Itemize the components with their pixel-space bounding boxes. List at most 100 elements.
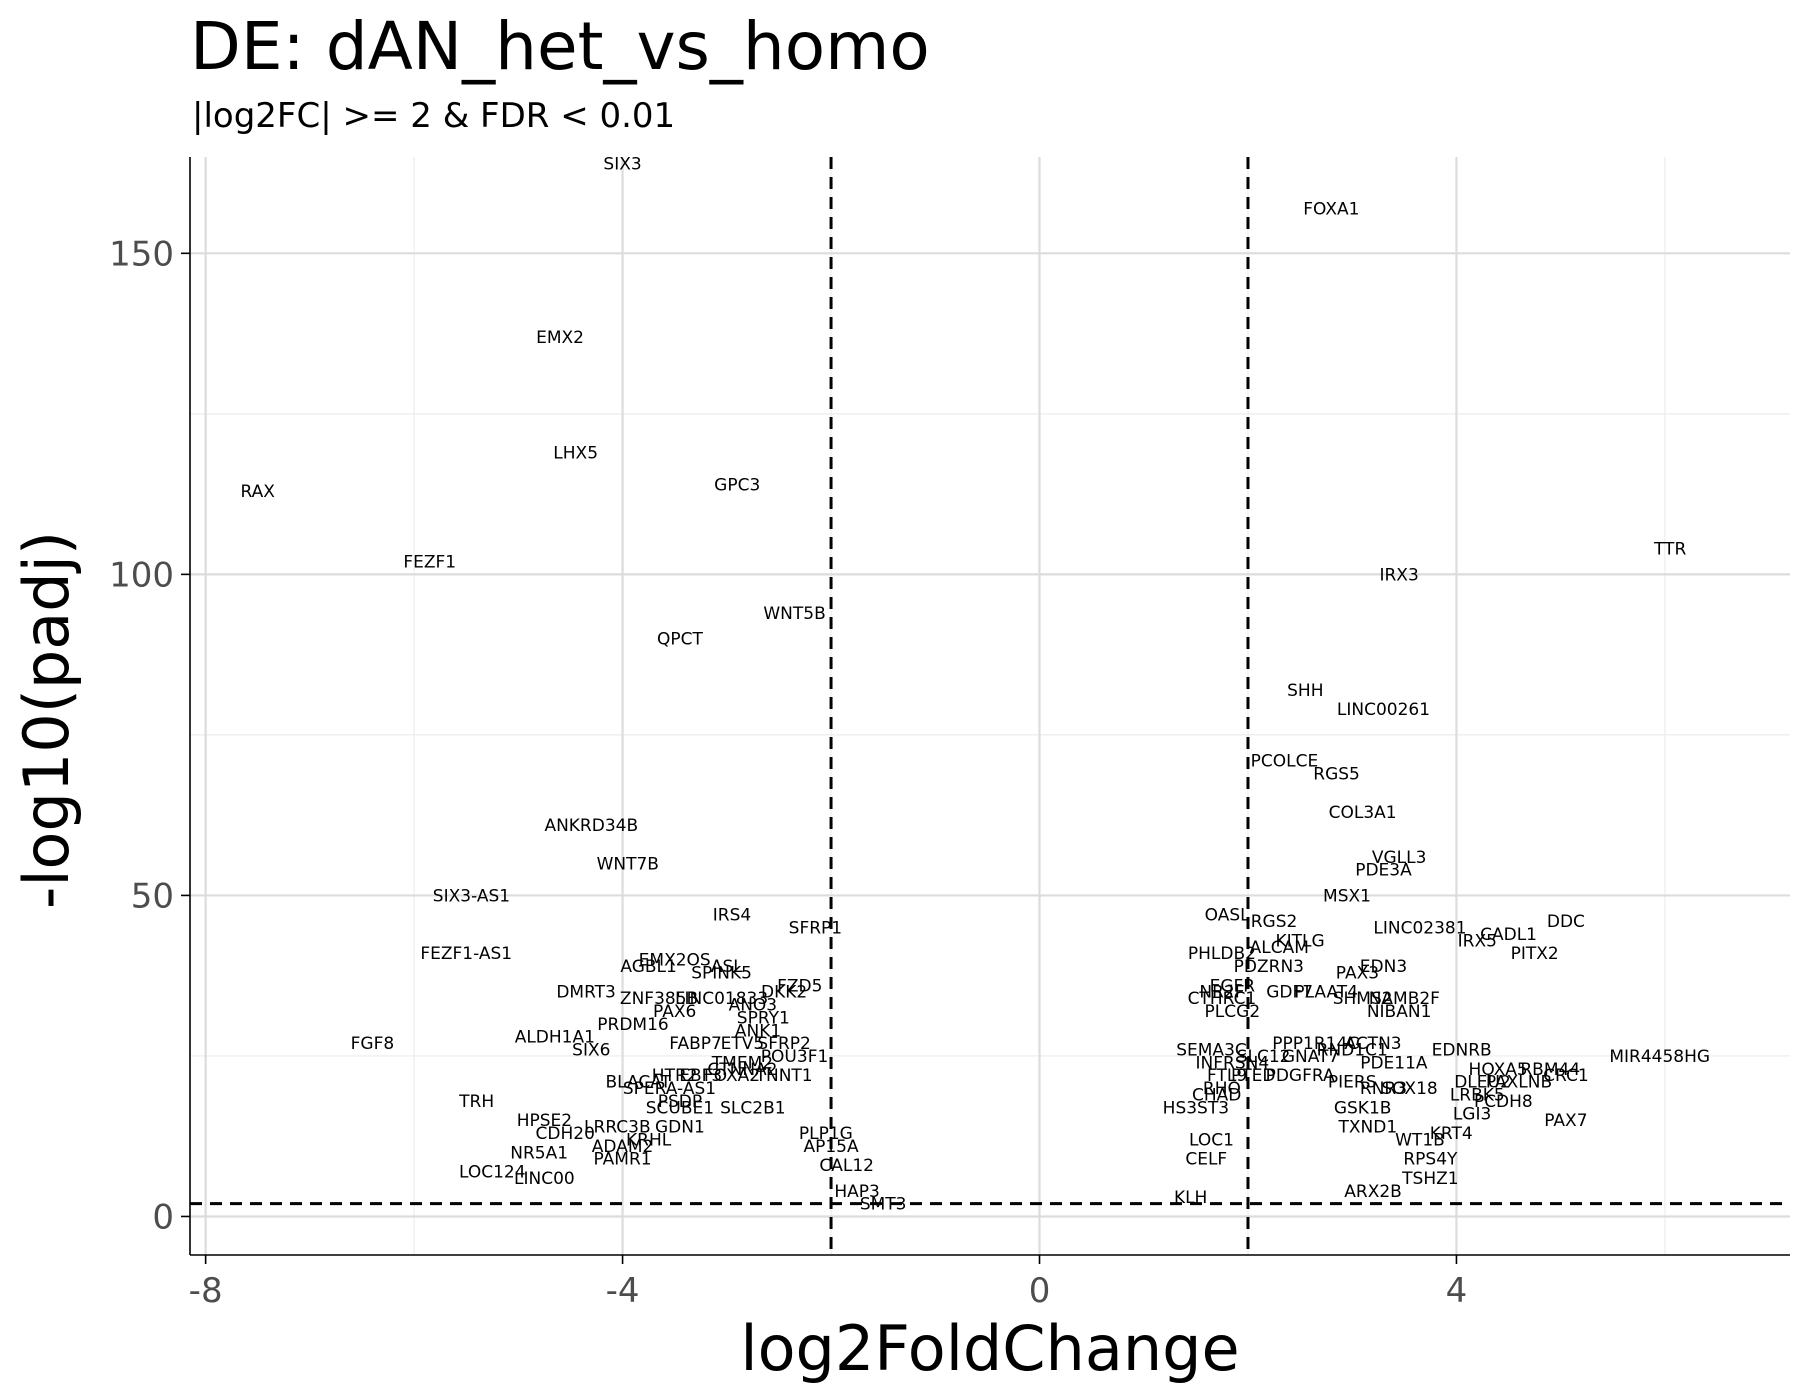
gene-label: GDF7	[1266, 983, 1313, 1003]
gene-label: DKK2	[761, 983, 807, 1003]
gene-label: SLC2B1	[720, 1098, 785, 1118]
gene-label: BLACAT	[605, 1073, 671, 1093]
gene-label: PAXLNB	[1486, 1073, 1552, 1093]
gene-label: LRRC3B	[584, 1118, 651, 1138]
y-tick-label: 50	[131, 876, 174, 916]
gene-label: RGS2	[1251, 912, 1298, 932]
gene-label: KRT4	[1430, 1124, 1473, 1144]
gene-label: SFRP2	[757, 1034, 810, 1054]
gene-label: LRBK5	[1450, 1085, 1505, 1105]
gene-label: LOC124	[459, 1163, 526, 1183]
gene-label: AGBL1	[620, 957, 676, 977]
gene-label: ASL	[711, 957, 743, 977]
gene-label: ACTN3	[1344, 1034, 1401, 1054]
gene-label: WNT5B	[763, 604, 825, 624]
gene-label: ETV5	[721, 1034, 765, 1054]
gene-label: EDNRB	[1432, 1041, 1492, 1061]
gene-label: EMX2OS	[639, 951, 711, 971]
gene-label: HS3ST3	[1163, 1098, 1229, 1118]
gene-label: TMEM2	[711, 1053, 773, 1073]
gene-label: PAMR1	[594, 1150, 652, 1170]
gene-label: TSHZ1	[1401, 1169, 1458, 1189]
gene-label: IRX3	[1379, 565, 1418, 585]
gene-label: PCDH8	[1474, 1092, 1533, 1112]
gene-label: DMRT3	[556, 983, 616, 1003]
gene-label: KRHL	[626, 1130, 672, 1150]
gene-label: SHMS2	[1333, 989, 1393, 1009]
gene-label: PPP1R14C	[1272, 1034, 1359, 1054]
gene-label: RPS4Y	[1403, 1150, 1458, 1170]
gene-label: CRC1	[1543, 1066, 1589, 1086]
gene-label: WT1B	[1395, 1130, 1445, 1150]
gene-label: HTR2	[652, 1066, 698, 1086]
gene-label: WNT7B	[597, 854, 659, 874]
gene-label: PHLDB2	[1188, 944, 1256, 964]
gene-label: DLEU2	[1454, 1073, 1511, 1093]
gene-label: LINC01833	[675, 989, 768, 1009]
gene-label: GPC3	[714, 475, 760, 495]
gene-label: PLP1G	[799, 1124, 853, 1144]
gene-label: CELF	[1185, 1150, 1227, 1170]
x-axis-title: log2FoldChange	[740, 1312, 1239, 1385]
x-tick-label: -8	[189, 1271, 223, 1311]
gene-label: SFRP1	[789, 919, 842, 939]
chart-subtitle: |log2FC| >= 2 & FDR < 0.01	[192, 96, 676, 136]
gene-label: PCOLCE	[1251, 752, 1319, 772]
gene-label: SIX3	[603, 154, 641, 174]
gene-label: EBF3	[679, 1066, 722, 1086]
gene-label: EDN3	[1360, 957, 1407, 977]
gene-label: LGI3	[1453, 1105, 1491, 1125]
gene-label: CADL1	[1480, 925, 1537, 945]
gene-label: QPCT	[657, 630, 704, 650]
axes: -8 -4 0 4 0 50 100 150	[109, 157, 1790, 1311]
gene-label: PDE3A	[1355, 861, 1412, 881]
gene-label: SMT3	[860, 1195, 907, 1215]
gene-label: PAX6	[653, 1002, 696, 1022]
gene-label: ADAM2	[592, 1137, 654, 1157]
gene-label: PLAAT4	[1294, 983, 1358, 1003]
gene-label: PITX2	[1511, 944, 1559, 964]
gene-label: EGFR	[1210, 976, 1256, 996]
gene-label: SEMA3C	[1176, 1041, 1247, 1061]
gene-label: FEZF1	[403, 553, 456, 573]
gene-label: NAMB2F	[1369, 989, 1440, 1009]
grid	[190, 157, 1790, 1255]
gene-label: POU3F1	[761, 1047, 829, 1067]
y-tick-label: 150	[109, 234, 174, 274]
gene-label: OASL	[1205, 906, 1251, 926]
gene-label: KLH	[1174, 1188, 1207, 1208]
gene-label: MIR4458HG	[1609, 1047, 1710, 1067]
gene-label: RBM44	[1520, 1060, 1580, 1080]
gene-label: CTNNA2	[707, 1060, 777, 1080]
gene-label: SHH	[1287, 681, 1323, 701]
gene-label: ARX2B	[1344, 1182, 1402, 1202]
gene-label: TRH	[458, 1092, 494, 1112]
gene-label: NR5A1	[510, 1143, 568, 1163]
gene-label: RGS5	[1313, 764, 1360, 784]
gene-label: CDH20	[536, 1124, 595, 1144]
gene-label: FEZF1-AS1	[420, 944, 512, 964]
y-tick-label: 100	[109, 555, 174, 595]
gene-label: SPINK5	[691, 963, 752, 983]
gene-label: SCUBE1	[646, 1098, 714, 1118]
gene-label: FOXA1	[1303, 199, 1359, 219]
gene-label: ZNF385B	[620, 989, 698, 1009]
gene-label: PAX7	[1544, 1111, 1587, 1131]
gene-label: RND1C1	[1317, 1041, 1388, 1061]
gene-label: INFRSN4	[1196, 1053, 1270, 1073]
gene-label: TXND1	[1338, 1118, 1398, 1138]
gene-label: TTR	[1653, 540, 1686, 560]
gene-label: PDE11A	[1360, 1053, 1428, 1073]
gene-label: LHX5	[553, 443, 598, 463]
gene-label: RHO	[1203, 1079, 1241, 1099]
x-tick-label: -4	[606, 1271, 640, 1311]
gene-label: ANO3	[729, 996, 778, 1016]
gene-label: FABP7	[669, 1034, 722, 1054]
gene-label: PIERS	[1328, 1073, 1377, 1093]
gene-label: EMX2	[536, 328, 584, 348]
gene-label: NIBAN1	[1367, 1002, 1432, 1022]
gene-label: SIX3-AS1	[433, 886, 510, 906]
gene-label: ALCAM	[1250, 938, 1309, 958]
x-tick-label: 0	[1029, 1271, 1051, 1311]
gene-label: SOX18	[1381, 1079, 1437, 1099]
